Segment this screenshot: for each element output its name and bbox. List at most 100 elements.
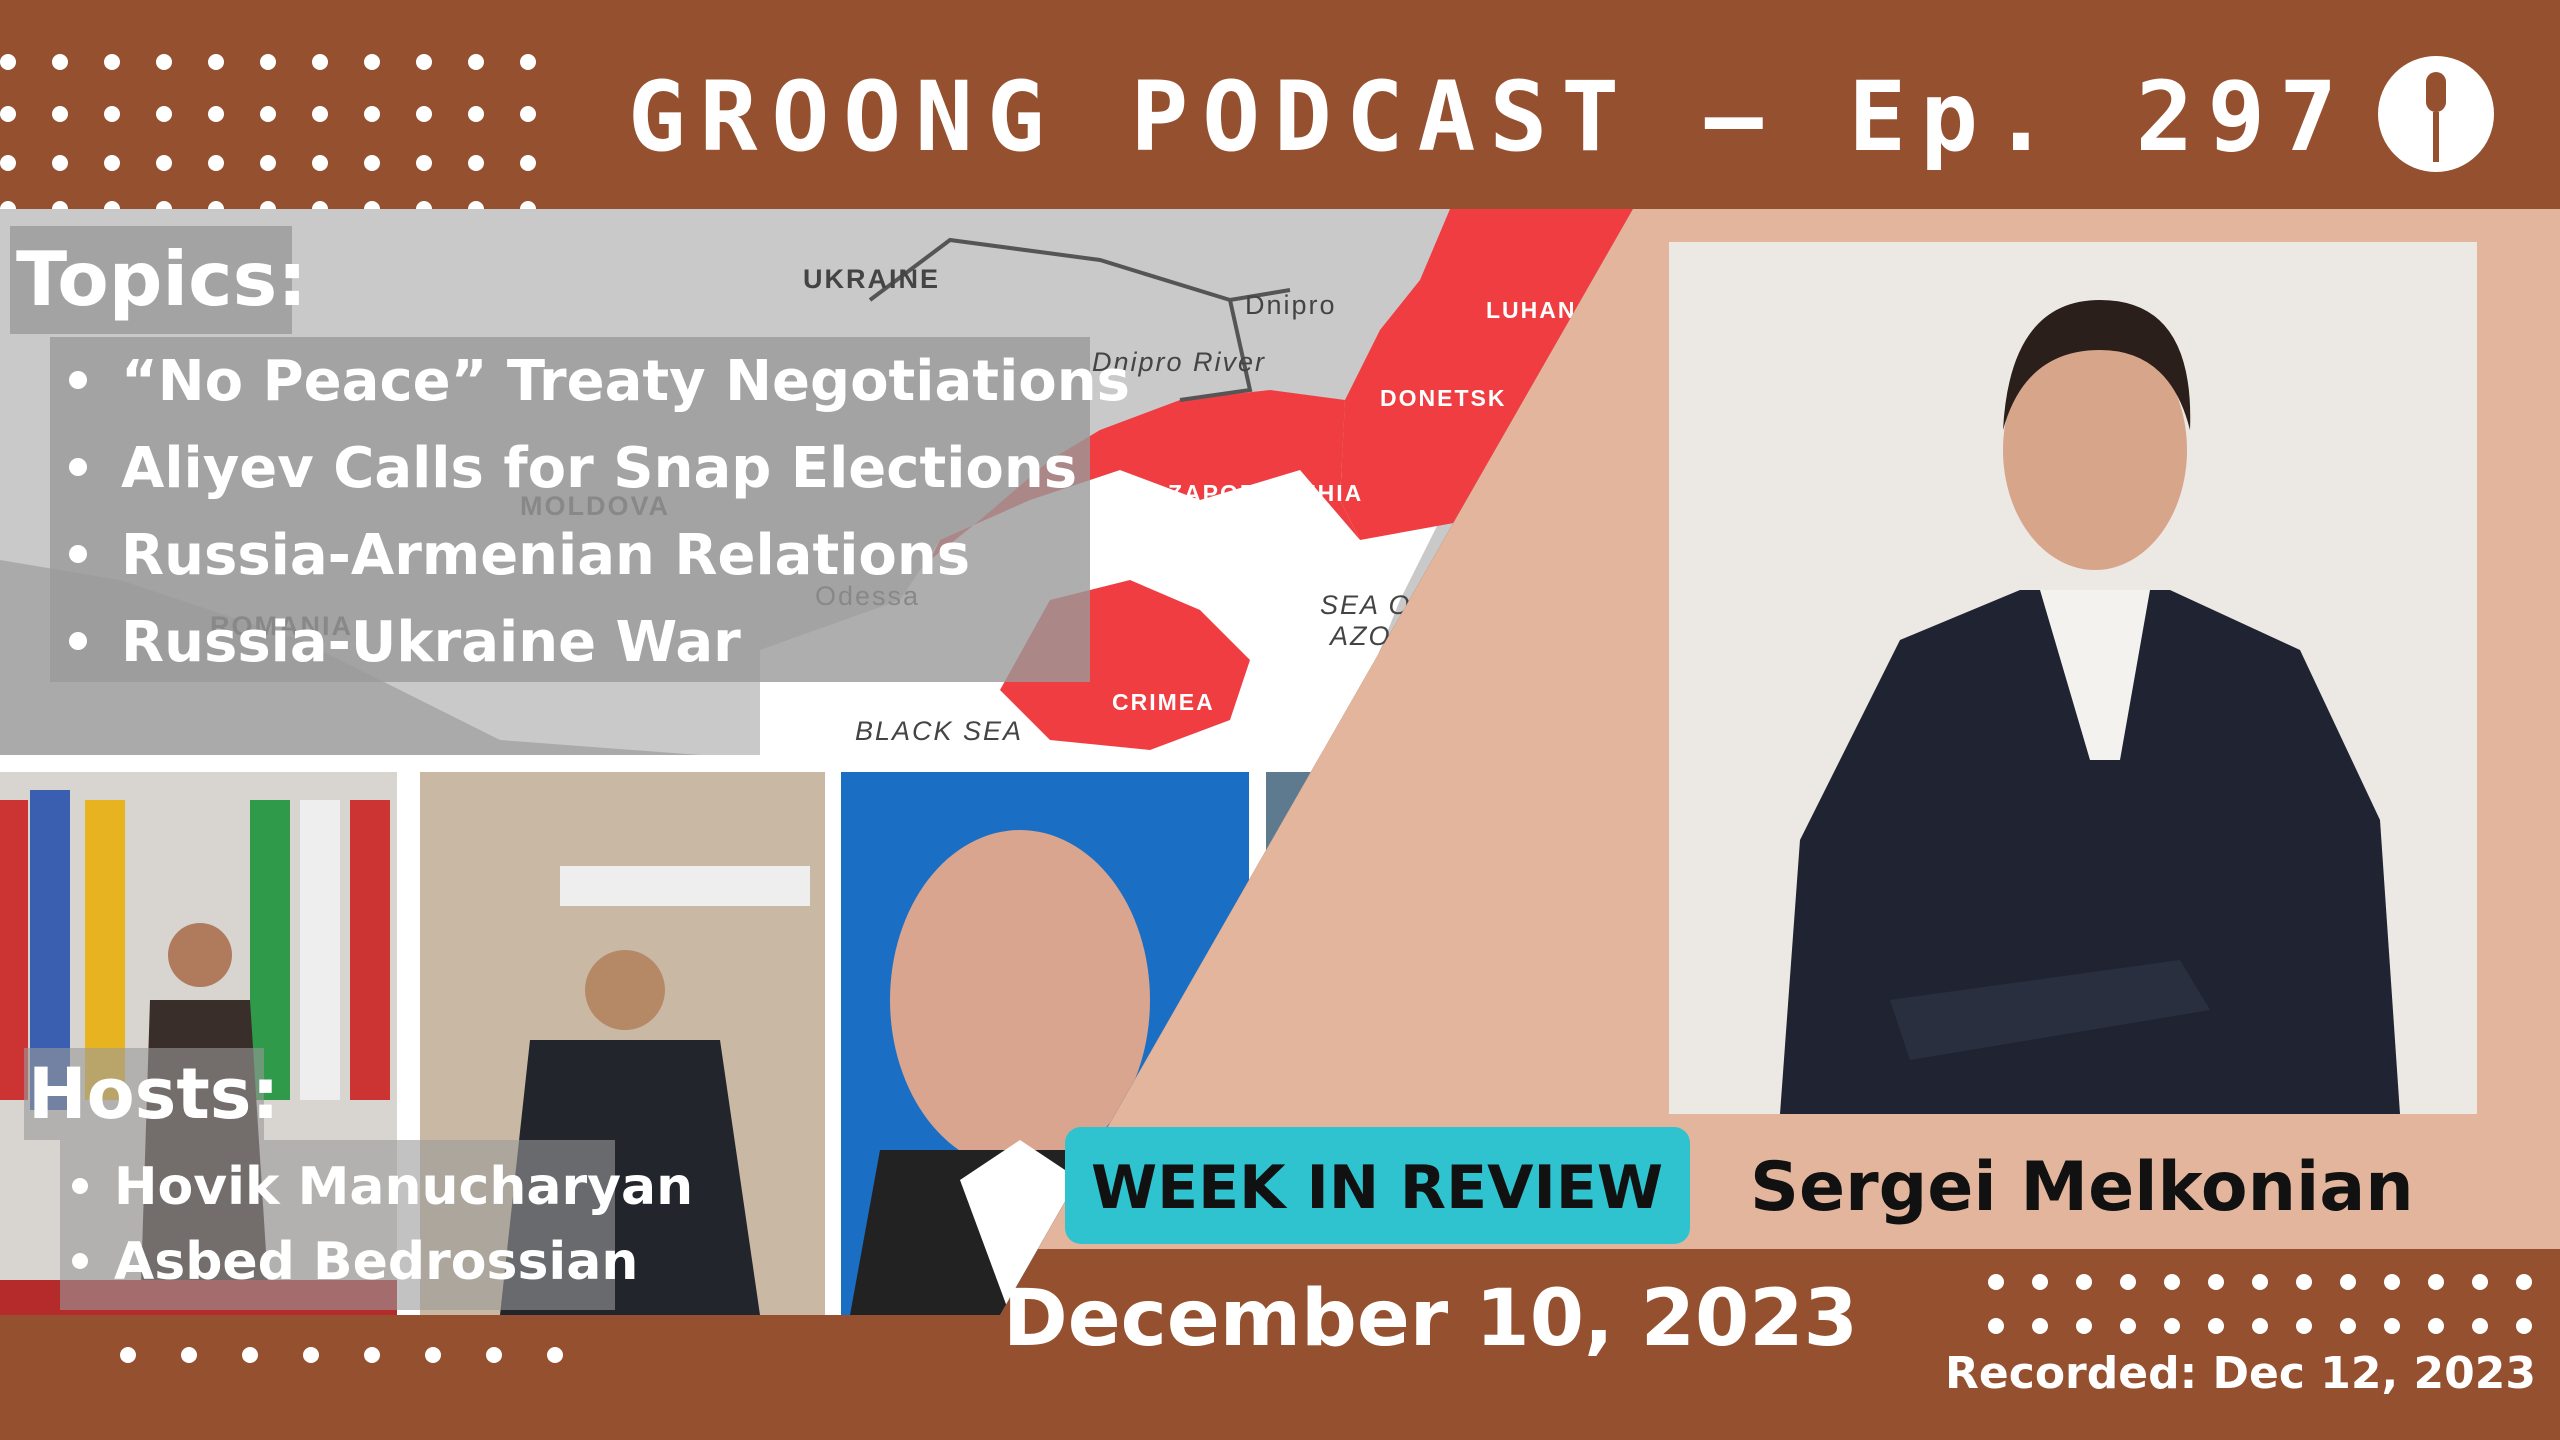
map-label: UKRAINE <box>803 264 940 294</box>
map-label: Dnipro <box>1245 290 1337 320</box>
dot <box>156 54 172 70</box>
dot <box>2252 1318 2268 1334</box>
flag <box>0 800 28 1100</box>
dot <box>2164 1274 2180 1290</box>
dot <box>416 106 432 122</box>
light <box>560 866 810 906</box>
map-label: CRIMEA <box>1112 689 1215 715</box>
map-label: Dnipro River <box>1092 347 1266 377</box>
dot <box>2428 1274 2444 1290</box>
dot <box>104 106 120 122</box>
dot <box>2384 1318 2400 1334</box>
map-border <box>868 237 1291 303</box>
dot <box>303 1347 319 1363</box>
topics-list: “No Peace” Treaty Negotiations Aliyev Cal… <box>69 349 1130 675</box>
badge-text: WEEK IN REVIEW <box>1091 1153 1663 1223</box>
map-river <box>1179 299 1253 402</box>
dot <box>468 155 484 171</box>
dot <box>208 106 224 122</box>
flag <box>350 800 390 1100</box>
dot <box>2428 1318 2444 1334</box>
dot <box>120 1347 136 1363</box>
dot <box>468 106 484 122</box>
arms <box>1890 960 2210 1060</box>
dot <box>520 155 536 171</box>
dot <box>468 54 484 70</box>
dot <box>260 106 276 122</box>
hosts-heading: Hosts: <box>28 1053 279 1135</box>
shirt <box>2040 590 2150 760</box>
guest-name: Sergei Melkonian <box>1750 1148 2414 1227</box>
dot <box>2340 1318 2356 1334</box>
topics-heading: Topics: <box>16 235 307 323</box>
dot <box>2208 1318 2224 1334</box>
mic-icon <box>2426 72 2446 112</box>
dot <box>104 155 120 171</box>
dot <box>2252 1274 2268 1290</box>
badge <box>1065 1127 1690 1244</box>
bullet <box>72 1178 88 1194</box>
dot <box>364 54 380 70</box>
dot <box>1988 1318 2004 1334</box>
map-label: ZAPORIZHZHIA <box>1168 480 1363 506</box>
guest-photo <box>1669 242 2477 1114</box>
dot <box>2076 1274 2092 1290</box>
dot <box>242 1347 258 1363</box>
host-item: Hovik Manucharyan <box>114 1157 693 1217</box>
dot <box>1988 1274 2004 1290</box>
bullet <box>72 1253 88 1269</box>
dot <box>208 155 224 171</box>
dot <box>364 106 380 122</box>
mic-icon <box>2433 112 2439 162</box>
dot <box>260 54 276 70</box>
text-backdrop <box>10 226 292 334</box>
dot <box>2472 1318 2488 1334</box>
dot <box>312 155 328 171</box>
dot <box>2296 1318 2312 1334</box>
dot <box>312 106 328 122</box>
shirt <box>960 1140 1080 1315</box>
bullet <box>69 371 87 389</box>
dot <box>416 155 432 171</box>
hosts-list: Hovik Manucharyan Asbed Bedrossian <box>72 1157 693 1292</box>
text-backdrop <box>24 1048 264 1140</box>
dot <box>52 106 68 122</box>
topic-item: Russia-Armenian Relations <box>121 523 970 588</box>
person <box>1780 590 2400 1114</box>
dot <box>2032 1318 2048 1334</box>
topic-item: Russia-Ukraine War <box>121 610 741 675</box>
dot <box>0 155 16 171</box>
map-label: BLACK SEA <box>855 716 1023 746</box>
dot <box>520 106 536 122</box>
bullet <box>69 458 87 476</box>
host-item: Asbed Bedrossian <box>114 1232 638 1292</box>
dot <box>2120 1318 2136 1334</box>
bullet <box>69 632 87 650</box>
podcast-title: GROONG PODCAST – Ep. 297 <box>628 61 2351 173</box>
dot <box>2076 1318 2092 1334</box>
dot <box>312 54 328 70</box>
dot <box>0 54 16 70</box>
text-backdrop <box>50 337 1090 682</box>
dot <box>486 1347 502 1363</box>
dot <box>260 155 276 171</box>
dot <box>547 1347 563 1363</box>
dot <box>2164 1318 2180 1334</box>
dot <box>364 1347 380 1363</box>
person <box>585 950 665 1030</box>
bullet <box>69 545 87 563</box>
dot <box>416 54 432 70</box>
dot <box>2032 1274 2048 1290</box>
hair <box>2003 300 2191 430</box>
dot <box>52 155 68 171</box>
dot <box>0 106 16 122</box>
dot <box>2208 1274 2224 1290</box>
dot <box>104 54 120 70</box>
dot <box>208 54 224 70</box>
dot <box>2516 1274 2532 1290</box>
face <box>2003 330 2187 570</box>
dot <box>181 1347 197 1363</box>
episode-date: December 10, 2023 <box>1003 1274 1858 1364</box>
dot <box>156 106 172 122</box>
left-panel: UKRAINE Dnipro Dnipro River LUHANSK DONE… <box>0 209 1633 1315</box>
